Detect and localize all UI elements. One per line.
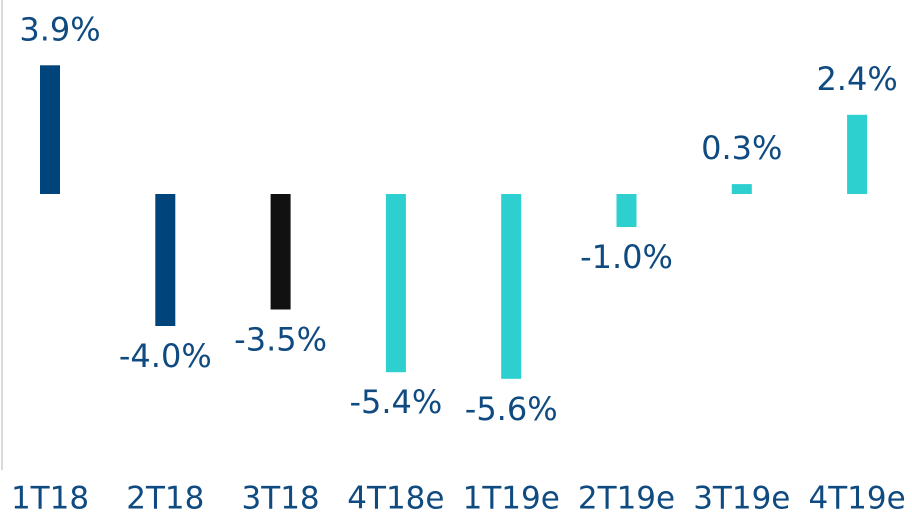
- data-label: -5.6%: [465, 390, 558, 428]
- data-label: 3.9%: [19, 10, 100, 48]
- bar: [155, 194, 176, 326]
- x-tick-label: 2T18: [126, 481, 204, 517]
- data-label: -4.0%: [119, 337, 212, 375]
- x-tick-label: 4T19e: [809, 481, 906, 517]
- data-label: 0.3%: [701, 129, 782, 167]
- bar: [501, 194, 522, 379]
- x-tick-label: 1T19e: [463, 481, 560, 517]
- x-tick-label: 3T19e: [693, 481, 790, 517]
- x-tick-label: 4T18e: [347, 481, 444, 517]
- x-tick-label: 2T19e: [578, 481, 675, 517]
- x-tick-label: 1T18: [11, 481, 89, 517]
- data-label: -3.5%: [234, 321, 327, 359]
- bar: [270, 194, 291, 310]
- x-tick-label: 3T18: [242, 481, 320, 517]
- bar: [385, 194, 406, 373]
- data-label: -5.4%: [349, 383, 442, 421]
- bar: [616, 194, 637, 227]
- data-label: 2.4%: [816, 60, 897, 98]
- data-label: -1.0%: [580, 238, 673, 276]
- bar: [847, 114, 868, 194]
- bar: [731, 184, 752, 194]
- bar: [40, 65, 60, 194]
